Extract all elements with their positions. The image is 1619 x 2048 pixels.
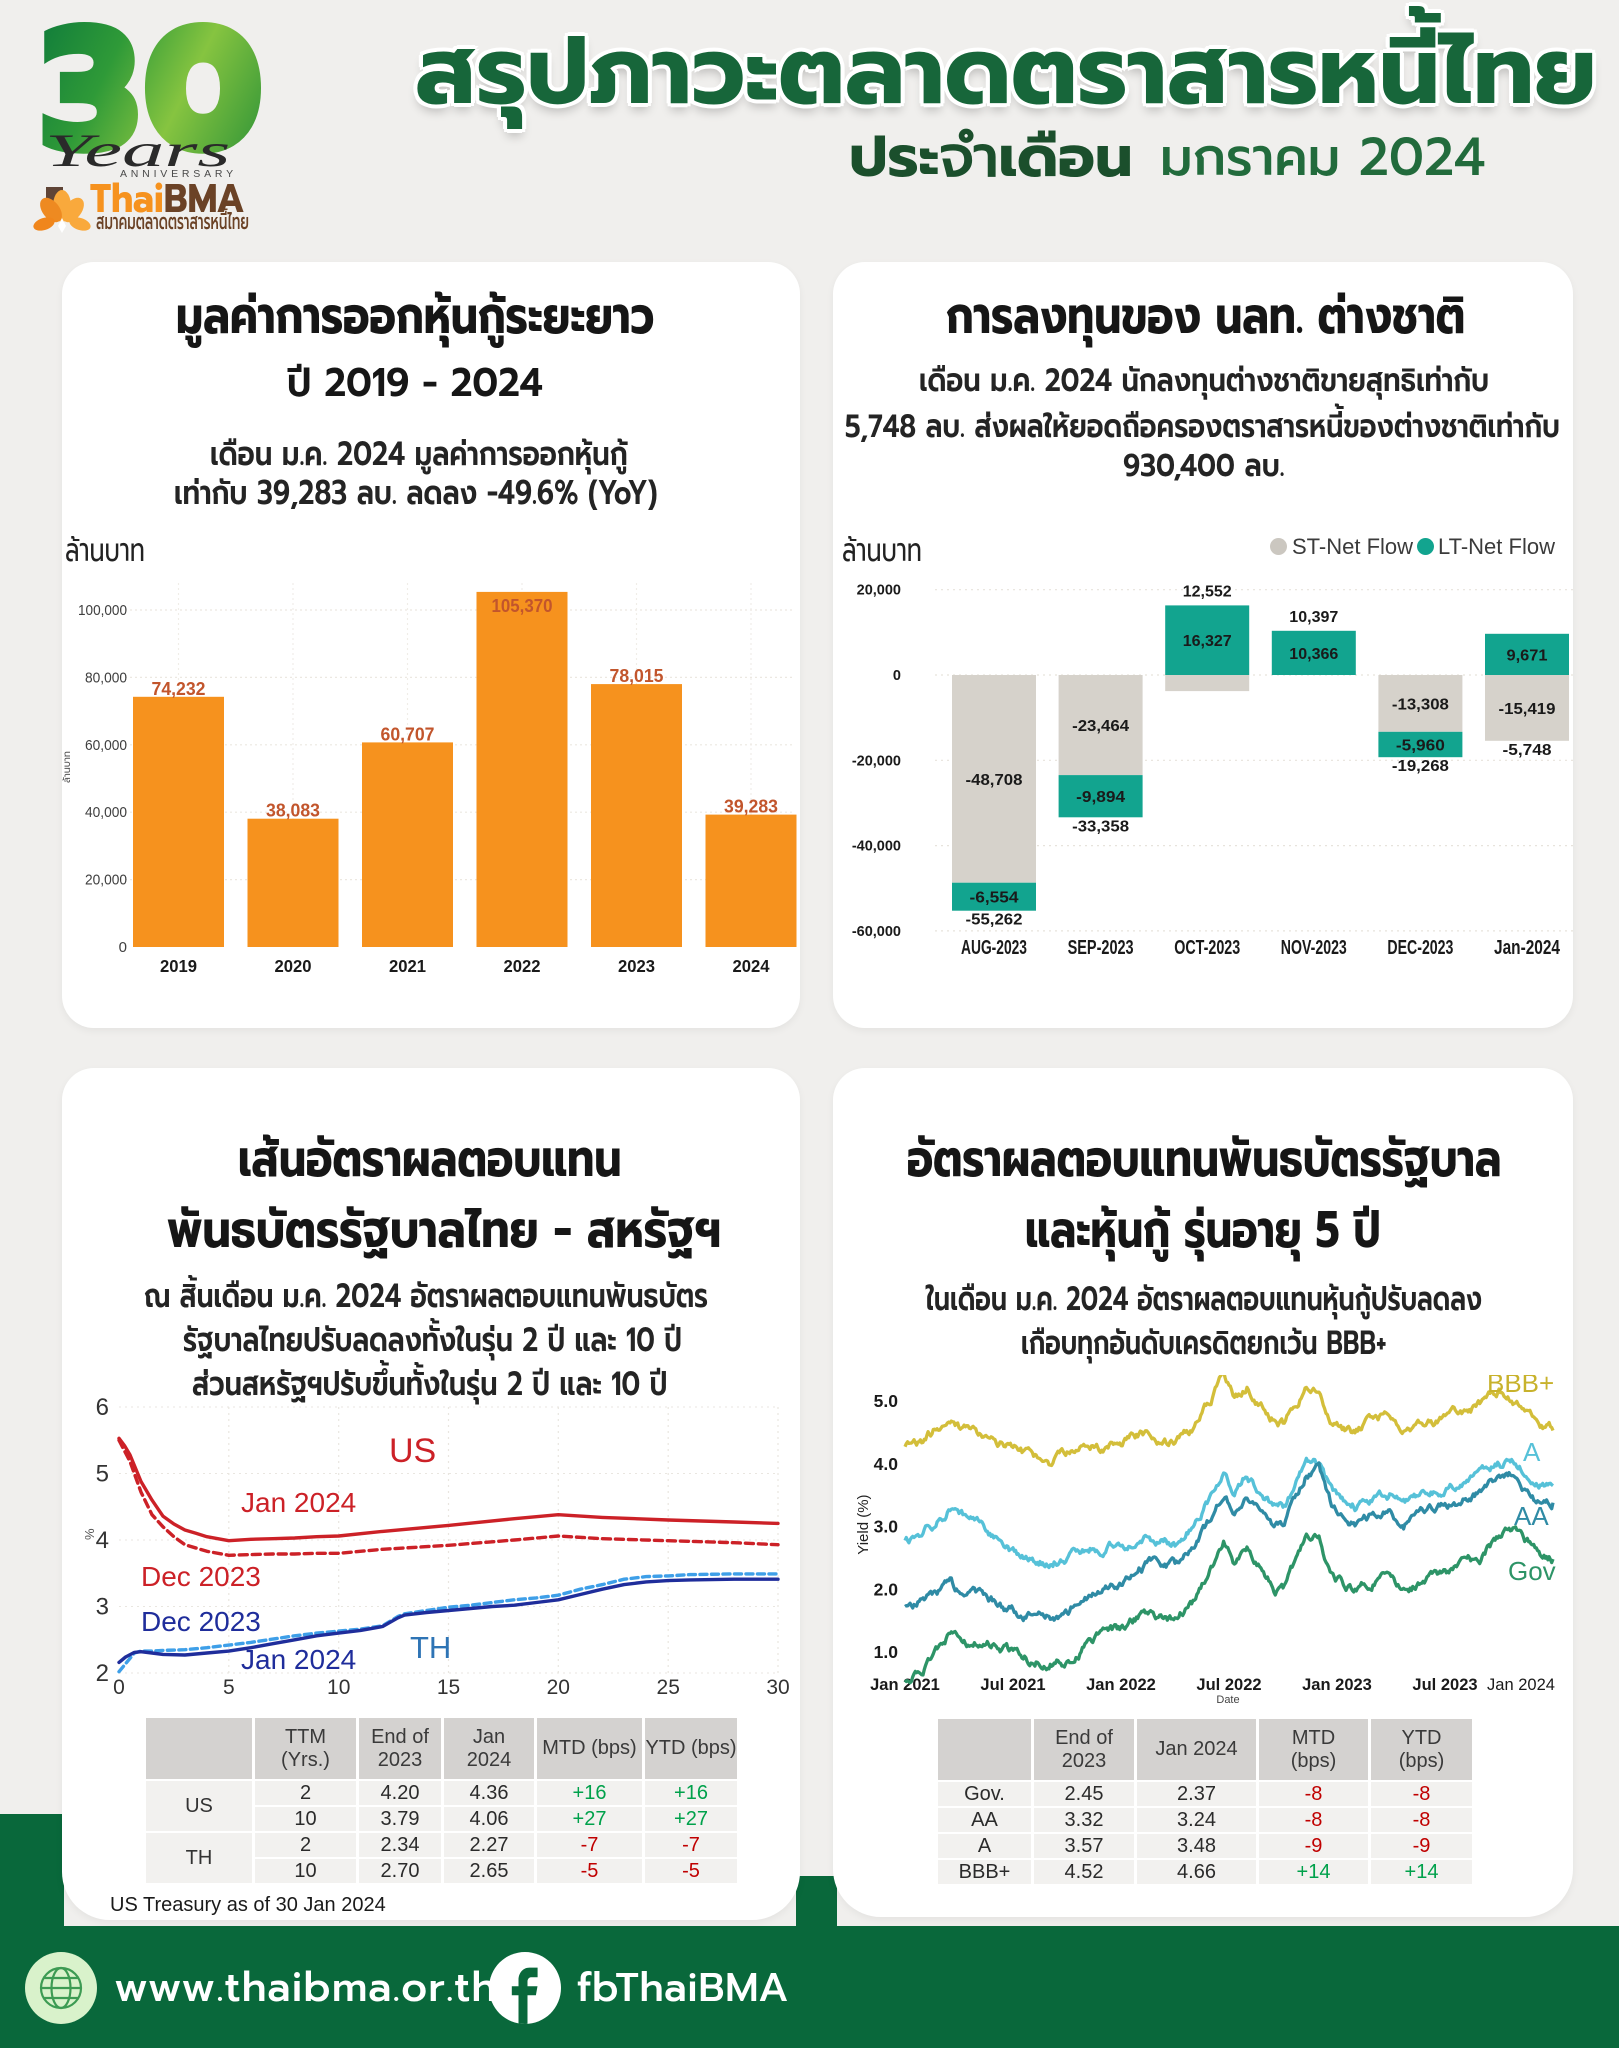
svg-text:2: 2	[96, 1660, 109, 1687]
svg-text:Jul 2022: Jul 2022	[1196, 1676, 1261, 1694]
svg-text:A: A	[1523, 1437, 1541, 1467]
svg-text:10,366: 10,366	[1289, 646, 1338, 663]
svg-text:Jan 2021: Jan 2021	[870, 1676, 940, 1694]
svg-text:-20,000: -20,000	[852, 753, 901, 769]
svg-text:100,000: 100,000	[78, 602, 127, 619]
svg-text:30: 30	[766, 1676, 789, 1699]
svg-text:Jan 2024: Jan 2024	[1487, 1676, 1555, 1694]
svg-text:-33,358: -33,358	[1072, 818, 1129, 835]
svg-text:-19,268: -19,268	[1392, 758, 1449, 775]
svg-text:%: %	[85, 1528, 97, 1540]
svg-text:-6,554: -6,554	[970, 890, 1019, 907]
svg-text:74,232: 74,232	[152, 679, 206, 699]
svg-text:Jul 2023: Jul 2023	[1412, 1676, 1477, 1694]
svg-text:-5,748: -5,748	[1503, 742, 1552, 759]
svg-text:3: 3	[96, 1594, 109, 1621]
svg-text:4.0: 4.0	[874, 1454, 899, 1474]
svg-text:9,671: 9,671	[1507, 647, 1548, 664]
svg-text:-40,000: -40,000	[852, 839, 901, 855]
svg-text:Yield (%): Yield (%)	[855, 1494, 872, 1554]
svg-text:6: 6	[96, 1394, 109, 1421]
svg-text:60,707: 60,707	[381, 724, 435, 744]
svg-text:105,370: 105,370	[492, 596, 553, 616]
svg-text:BBB+: BBB+	[1487, 1375, 1554, 1398]
svg-text:-55,262: -55,262	[966, 912, 1023, 929]
svg-text:AA: AA	[1514, 1501, 1549, 1531]
svg-text:3.0: 3.0	[874, 1517, 899, 1537]
svg-text:2021: 2021	[389, 956, 426, 976]
svg-text:38,083: 38,083	[266, 801, 320, 821]
svg-text:5.0: 5.0	[874, 1391, 899, 1411]
svg-text:-9,894: -9,894	[1076, 789, 1125, 806]
svg-text:5: 5	[96, 1461, 109, 1488]
svg-text:25: 25	[657, 1676, 680, 1699]
svg-text:15: 15	[437, 1676, 460, 1699]
svg-text:2024: 2024	[733, 956, 770, 976]
svg-text:2022: 2022	[504, 956, 541, 976]
svg-text:16,327: 16,327	[1183, 633, 1232, 650]
svg-text:-48,708: -48,708	[966, 772, 1023, 789]
svg-text:0: 0	[119, 939, 127, 956]
svg-text:OCT-2023: OCT-2023	[1174, 937, 1240, 959]
svg-text:40,000: 40,000	[85, 804, 127, 821]
svg-text:39,283: 39,283	[724, 797, 778, 817]
svg-text:-15,419: -15,419	[1499, 701, 1556, 718]
svg-text:Date: Date	[1216, 1694, 1239, 1706]
svg-text:-60,000: -60,000	[852, 924, 901, 940]
svg-text:20,000: 20,000	[85, 872, 127, 889]
svg-text:DEC-2023: DEC-2023	[1387, 937, 1453, 959]
svg-text:Jan 2022: Jan 2022	[1086, 1676, 1156, 1694]
svg-text:AUG-2023: AUG-2023	[961, 937, 1027, 959]
svg-text:2020: 2020	[275, 956, 312, 976]
svg-text:2019: 2019	[160, 956, 197, 976]
svg-text:5: 5	[223, 1676, 235, 1699]
svg-text:Jan 2023: Jan 2023	[1302, 1676, 1372, 1694]
svg-text:10,397: 10,397	[1289, 609, 1338, 626]
svg-text:SEP-2023: SEP-2023	[1068, 937, 1134, 959]
svg-text:Jul 2021: Jul 2021	[980, 1676, 1045, 1694]
svg-text:20,000: 20,000	[857, 583, 901, 599]
svg-text:NOV-2023: NOV-2023	[1281, 937, 1347, 959]
svg-text:10: 10	[327, 1676, 350, 1699]
svg-text:-5,960: -5,960	[1396, 738, 1445, 755]
svg-text:2023: 2023	[618, 956, 655, 976]
svg-text:Gov: Gov	[1508, 1556, 1556, 1586]
svg-text:4: 4	[96, 1527, 109, 1554]
svg-text:-13,308: -13,308	[1392, 696, 1449, 713]
svg-text:1.0: 1.0	[874, 1642, 899, 1662]
svg-text:78,015: 78,015	[610, 666, 664, 686]
svg-text:-23,464: -23,464	[1072, 718, 1129, 735]
svg-text:20: 20	[547, 1676, 570, 1699]
svg-text:0: 0	[893, 668, 901, 684]
svg-text:60,000: 60,000	[85, 737, 127, 754]
svg-text:0: 0	[113, 1676, 125, 1699]
svg-text:12,552: 12,552	[1183, 583, 1232, 600]
svg-text:2.0: 2.0	[874, 1579, 899, 1599]
svg-text:Jan-2024: Jan-2024	[1494, 937, 1561, 959]
svg-text:80,000: 80,000	[85, 669, 127, 686]
